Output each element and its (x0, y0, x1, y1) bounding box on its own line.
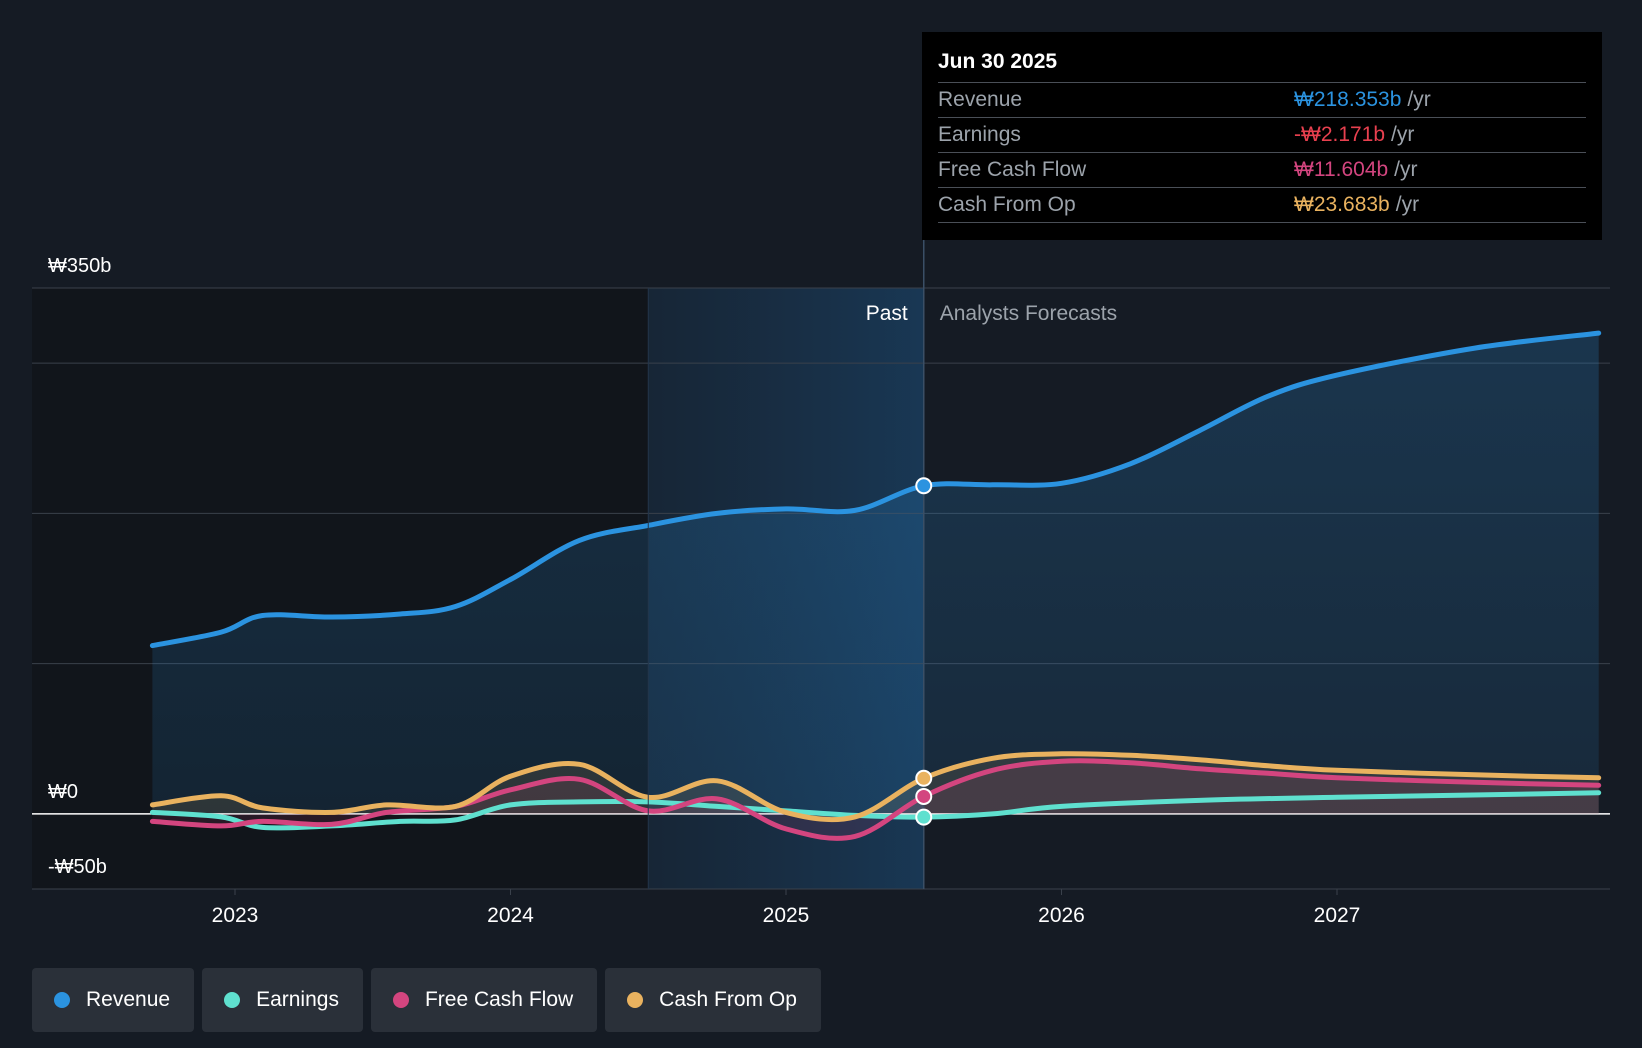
tooltip-label: Cash From Op (938, 193, 1076, 216)
tooltip-label: Earnings (938, 123, 1021, 146)
hover-markers (915, 477, 933, 826)
cfo-marker (915, 769, 933, 787)
y-axis-label: ₩350b (48, 255, 111, 277)
tooltip-unit: /yr (1395, 193, 1420, 216)
legend: Revenue Earnings Free Cash Flow Cash Fro… (32, 968, 821, 1032)
tooltip-label: Revenue (938, 88, 1023, 111)
legend-dot-icon (392, 992, 409, 1008)
revenue-line (149, 330, 1602, 649)
tooltip-value: ₩11.604b (1294, 158, 1389, 181)
y-axis-labels: ₩350b ₩0 -₩50b (48, 255, 111, 878)
y-axis-label: -₩50b (48, 856, 107, 878)
legend-label: Free Cash Flow (424, 988, 574, 1011)
earnings-marker (915, 808, 933, 826)
x-tick-label: 2026 (1038, 904, 1085, 927)
tooltip-unit: /yr (1391, 123, 1415, 146)
tooltip-value: ₩218.353b (1294, 88, 1402, 111)
tooltip-value: ₩23.683b (1294, 193, 1390, 216)
revenue-marker (915, 477, 933, 495)
tooltip-row-earnings: Earnings -₩2.171b /yr (938, 117, 1586, 152)
fcf-marker (915, 787, 933, 805)
x-tick-label: 2027 (1314, 904, 1361, 927)
legend-label: Earnings (256, 988, 339, 1011)
legend-label: Cash From Op (659, 988, 797, 1011)
x-tick-label: 2024 (487, 904, 534, 927)
forecast-label: Analysts Forecasts (940, 302, 1117, 325)
y-axis-label: ₩0 (48, 781, 78, 803)
legend-dot-icon (627, 992, 644, 1008)
past-label: Past (866, 302, 908, 325)
revenue-area (152, 333, 1599, 814)
tooltip-row-revenue: Revenue ₩218.353b /yr (938, 82, 1586, 117)
tooltip-row-free-cash-flow: Free Cash Flow ₩11.604b /yr (938, 152, 1586, 187)
tooltip-unit: /yr (1407, 88, 1431, 111)
legend-label: Revenue (86, 988, 171, 1011)
x-tick-label: 2023 (212, 904, 259, 927)
tooltip-date: Jun 30 2025 (938, 50, 1058, 73)
tooltip-row-cash-from-op: Cash From Op ₩23.683b /yr (938, 187, 1586, 223)
x-tick-label: 2025 (763, 904, 810, 927)
fcf-area (152, 760, 1599, 839)
x-axis-labels: 2023 2024 2025 2026 2027 (212, 889, 1361, 927)
legend-dot-icon (224, 992, 241, 1008)
legend-dot-icon (54, 992, 70, 1008)
legend-item-earnings[interactable]: Earnings (202, 968, 363, 1032)
tooltip-label: Free Cash Flow (938, 158, 1087, 181)
tooltip-value: -₩2.171b (1294, 123, 1386, 146)
tooltip: Jun 30 2025 Revenue ₩218.353b /yr Earnin… (922, 32, 1602, 240)
tooltip-unit: /yr (1394, 158, 1418, 181)
legend-item-free-cash-flow[interactable]: Free Cash Flow (370, 968, 598, 1032)
fcf-line (149, 758, 1602, 841)
series-lines (149, 330, 1602, 841)
legend-item-revenue[interactable]: Revenue (32, 968, 195, 1032)
legend-item-cash-from-op[interactable]: Cash From Op (605, 968, 821, 1032)
cfo-line (149, 751, 1602, 823)
